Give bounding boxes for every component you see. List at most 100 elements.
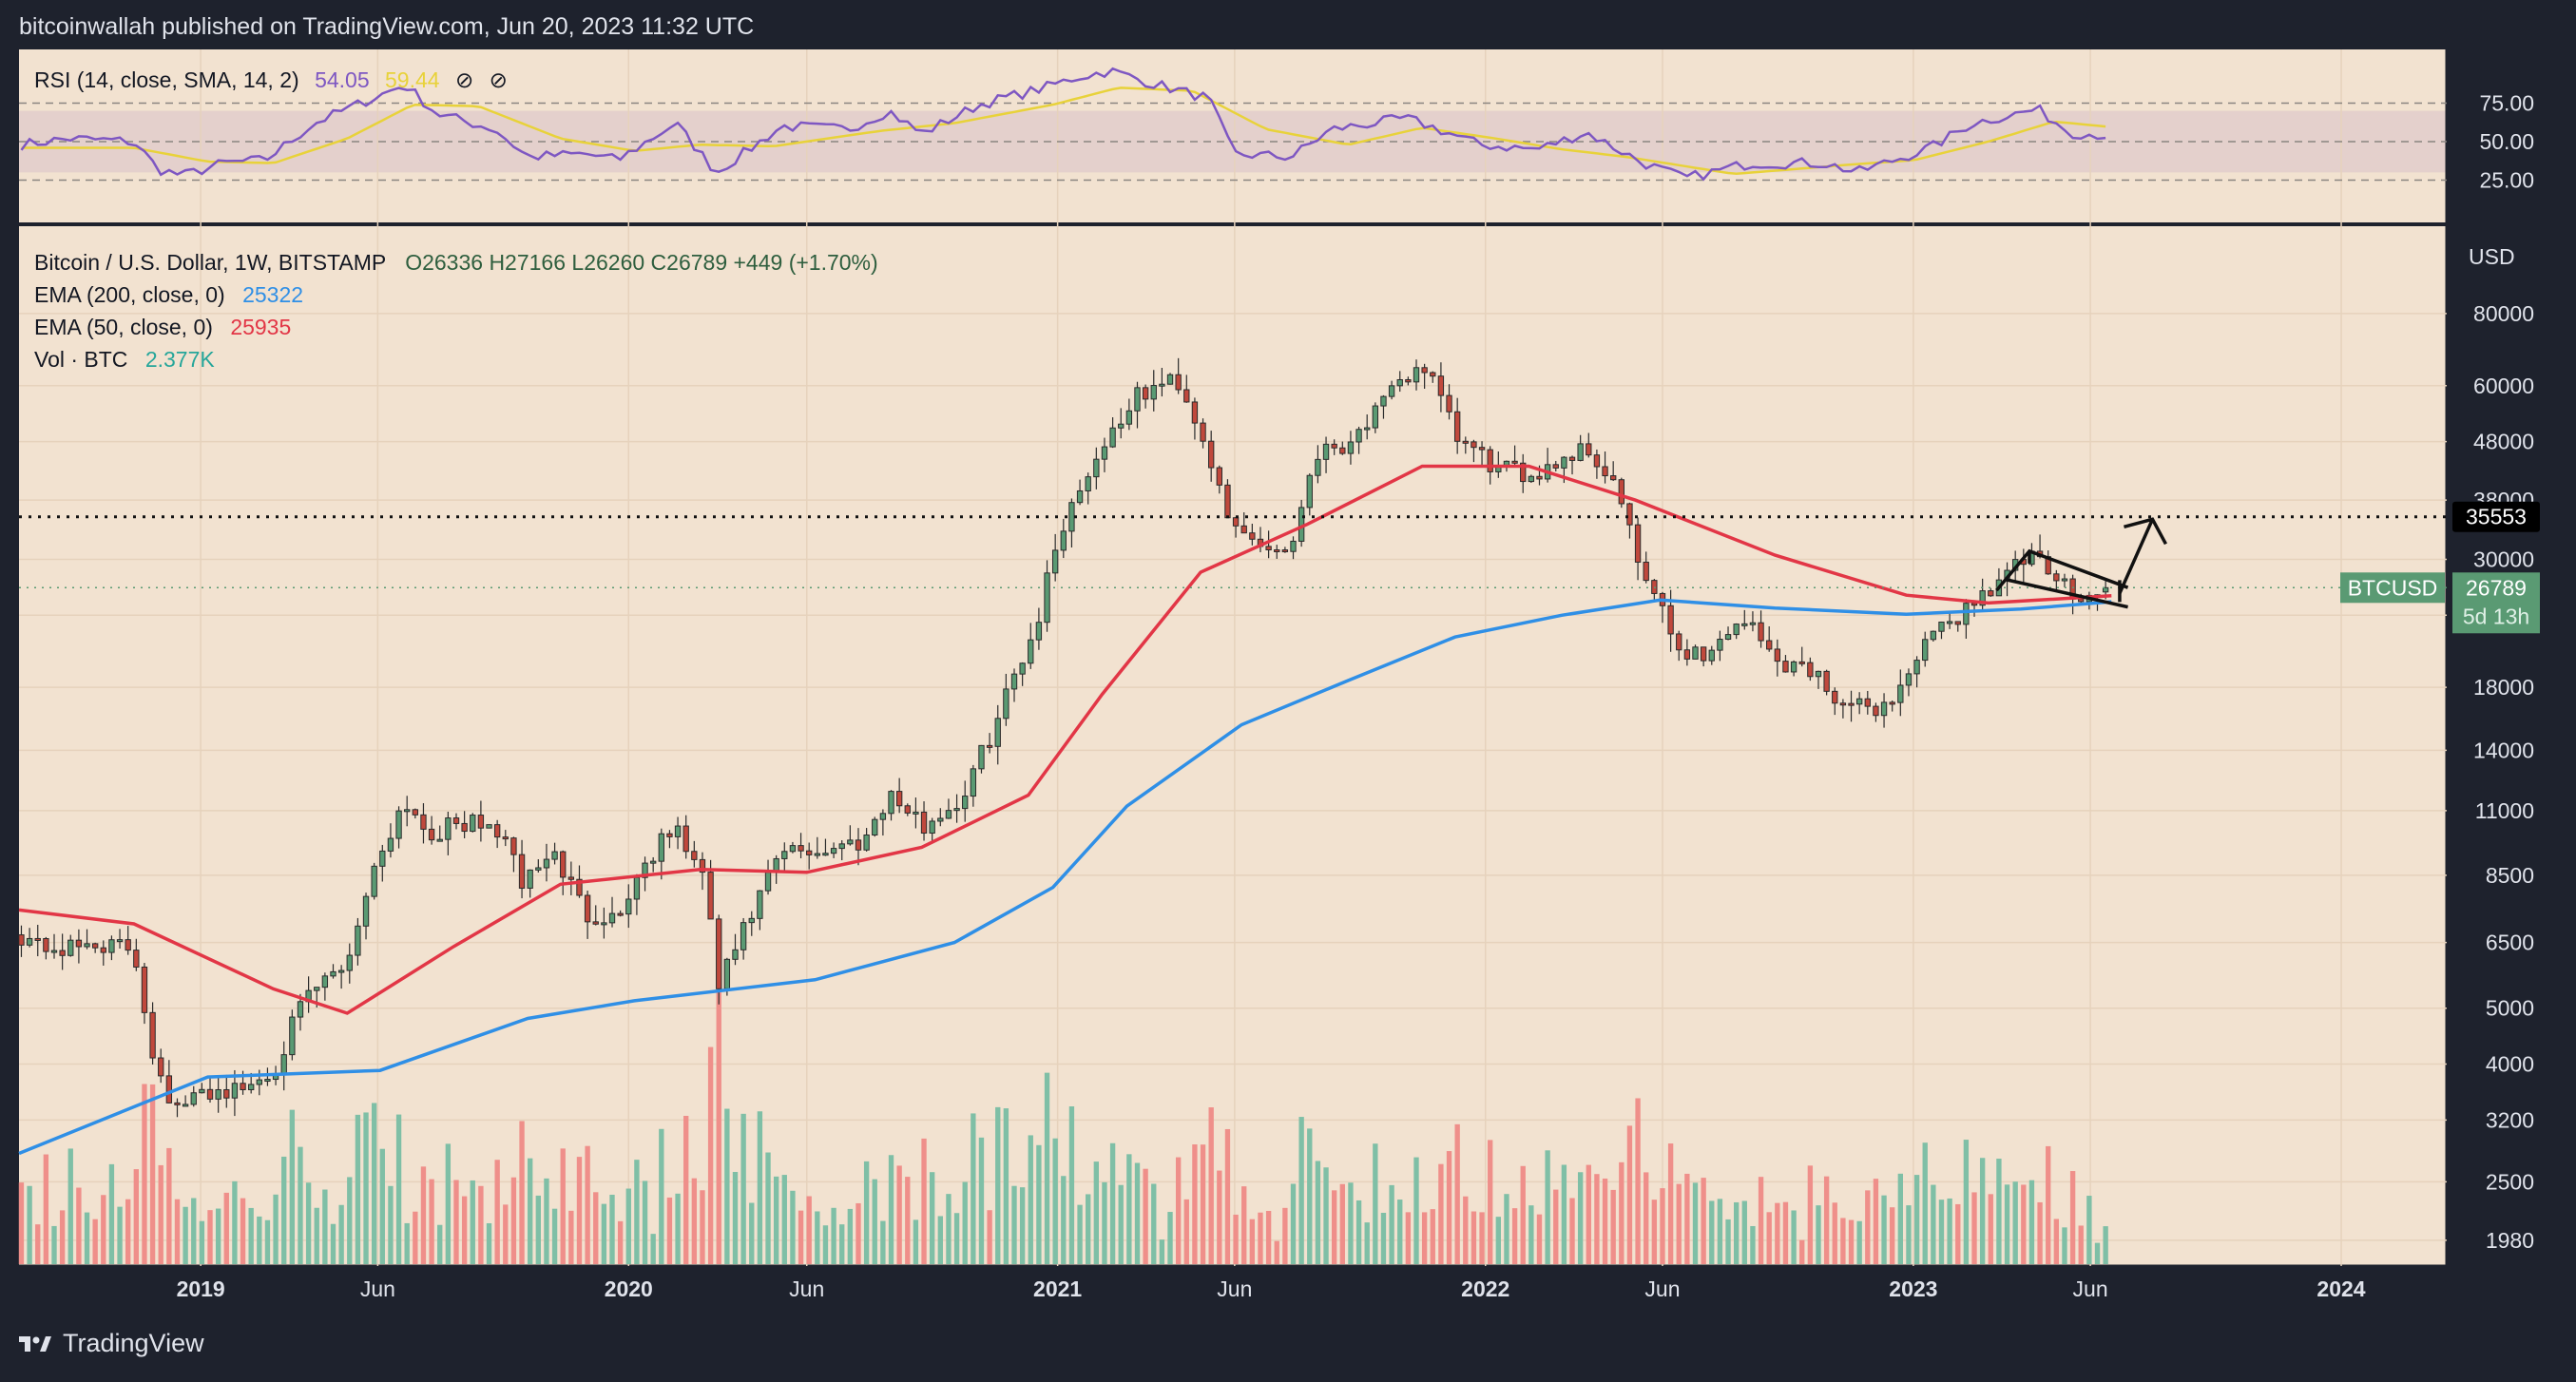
rsi-legend: RSI (14, close, SMA, 14, 2) 54.05 59.44 … bbox=[34, 67, 508, 92]
volume-bar bbox=[1028, 1135, 1033, 1264]
volume-bar bbox=[2062, 1227, 2067, 1264]
candle-body bbox=[199, 1088, 205, 1094]
candle-body bbox=[986, 744, 993, 748]
volume-bars bbox=[18, 990, 2108, 1264]
candle-body bbox=[428, 828, 435, 841]
candle-body bbox=[994, 718, 1001, 747]
candle-body bbox=[1864, 698, 1871, 707]
time-label: Jun bbox=[360, 1276, 395, 1301]
volume-bar bbox=[700, 1190, 705, 1264]
candle-body bbox=[1561, 456, 1567, 469]
candle-body bbox=[1446, 394, 1452, 413]
volume-bar bbox=[773, 1176, 779, 1264]
volume-bar bbox=[913, 1219, 919, 1264]
chart-background bbox=[19, 49, 2447, 1266]
volume-bar bbox=[863, 1161, 870, 1264]
volume-bar bbox=[1224, 1128, 1231, 1264]
volume-bar bbox=[166, 1147, 172, 1264]
volume-bar bbox=[971, 1113, 976, 1264]
volume-bar bbox=[142, 1084, 147, 1264]
candle-body bbox=[814, 853, 820, 856]
volume-bar bbox=[1290, 1183, 1297, 1264]
candle-body bbox=[1290, 540, 1297, 552]
candle-body bbox=[321, 975, 329, 989]
volume-bar bbox=[896, 1165, 902, 1264]
volume-bar bbox=[544, 1178, 549, 1264]
visibility-icon: ⊘ bbox=[455, 67, 473, 92]
candle-body bbox=[518, 854, 526, 889]
volume-bar bbox=[1823, 1176, 1830, 1264]
candle-body bbox=[1963, 603, 1970, 625]
candle-body bbox=[674, 825, 682, 837]
candle-body bbox=[1970, 603, 1978, 606]
rsi-value: 54.05 bbox=[315, 67, 370, 92]
chart-area[interactable]: 2019 Jun 2020 Jun 2021 Jun 2022 Jun 2023 Jun 2024 8… bbox=[0, 49, 2576, 1319]
volume-bar bbox=[1373, 1143, 1378, 1264]
volume-bar bbox=[1717, 1199, 1723, 1264]
candle-body bbox=[732, 949, 739, 960]
volume-bar bbox=[92, 1219, 98, 1264]
candle-body bbox=[371, 865, 377, 897]
volume-bar bbox=[1011, 1185, 1017, 1264]
volume-bar bbox=[1832, 1202, 1837, 1264]
tradingview-footer[interactable]: TradingView bbox=[19, 1329, 204, 1358]
candle-body bbox=[617, 912, 624, 916]
volume-bar bbox=[716, 990, 721, 1264]
candle-body bbox=[838, 843, 845, 850]
volume-bar bbox=[1479, 1212, 1485, 1264]
candle-body bbox=[1249, 532, 1256, 540]
volume-bar bbox=[1331, 1190, 1337, 1264]
candle-body bbox=[280, 1054, 287, 1075]
volume-bar bbox=[1413, 1157, 1419, 1264]
volume-bar bbox=[183, 1206, 188, 1264]
volume-bar bbox=[281, 1156, 287, 1264]
volume-bar bbox=[1626, 1125, 1633, 1264]
candle-body bbox=[535, 867, 542, 871]
volume-bar bbox=[1536, 1214, 1543, 1264]
volume-bar bbox=[666, 1197, 673, 1264]
symbol-legend[interactable]: Bitcoin / U.S. Dollar, 1W, BITSTAMP O263… bbox=[34, 250, 878, 275]
ema50-legend[interactable]: EMA (50, close, 0) 25935 bbox=[34, 315, 291, 339]
volume-bar bbox=[67, 1148, 73, 1264]
volume-bar bbox=[2069, 1171, 2076, 1264]
volume-bar bbox=[839, 1224, 845, 1264]
candle-body bbox=[1782, 661, 1789, 673]
volume-bar bbox=[1996, 1159, 2002, 1264]
volume-bar bbox=[987, 1210, 992, 1264]
candle-body bbox=[59, 950, 66, 956]
candle-body bbox=[633, 876, 641, 900]
volume-bar bbox=[765, 1152, 771, 1264]
volume-bar bbox=[379, 1148, 385, 1264]
candle-body bbox=[223, 1088, 230, 1099]
footer-brand: TradingView bbox=[63, 1329, 204, 1357]
volume-bar bbox=[560, 1148, 566, 1264]
volume-bar bbox=[519, 1121, 525, 1264]
ema200-legend[interactable]: EMA (200, close, 0) 25322 bbox=[34, 282, 303, 307]
volume-bar bbox=[1159, 1239, 1165, 1264]
candle-body bbox=[649, 860, 657, 864]
volume-bar bbox=[1569, 1198, 1575, 1264]
volume-bar bbox=[1430, 1209, 1435, 1264]
volume-legend[interactable]: Vol · BTC 2.377K bbox=[34, 347, 215, 372]
candle-body bbox=[337, 969, 345, 973]
volume-bar bbox=[314, 1207, 319, 1264]
volume-bar bbox=[1938, 1200, 1945, 1264]
candle-body bbox=[50, 950, 58, 953]
candle-body bbox=[502, 836, 509, 840]
volume-bar bbox=[1913, 1175, 1920, 1264]
volume-bar bbox=[831, 1207, 836, 1264]
volume-bar bbox=[1307, 1128, 1313, 1264]
currency-label: USD bbox=[2469, 244, 2515, 269]
candle-body bbox=[149, 1011, 156, 1059]
candle-body bbox=[781, 851, 788, 859]
volume-bar bbox=[568, 1210, 574, 1264]
candle-body bbox=[2053, 573, 2060, 582]
candle-body bbox=[436, 838, 443, 842]
volume-bar bbox=[1906, 1205, 1912, 1264]
volume-bar bbox=[1733, 1201, 1740, 1264]
volume-bar bbox=[1175, 1157, 1182, 1264]
ohlc-values: O26336 H27166 L26260 C26789 +449 (+1.70%… bbox=[405, 250, 877, 275]
candle-body bbox=[355, 925, 361, 956]
price-tick-label: 8500 bbox=[2486, 863, 2534, 888]
volume-bar bbox=[1249, 1219, 1256, 1264]
